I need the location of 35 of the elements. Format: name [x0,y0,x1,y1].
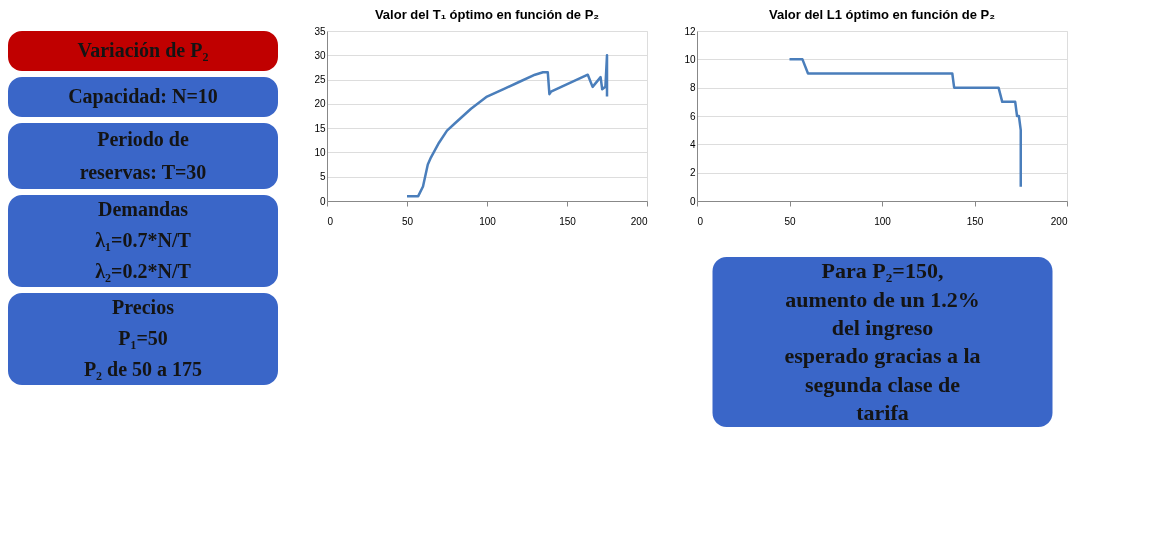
x-tick-label: 200 [630,215,648,227]
line-series [405,54,609,198]
y-tick-label: 35 [314,25,326,37]
line-series [788,58,1022,189]
text: Capacidad: N=10 [68,85,218,108]
x-tick-label: 0 [327,215,334,227]
x-tick-label: 50 [784,215,796,227]
y-tick-label: 8 [689,82,696,94]
y-tick-label: 20 [314,98,326,110]
x-tick-label: 100 [874,215,892,227]
text: Precios P₁=50 P₂ de 50 a 175 [83,296,203,380]
y-tick-label: 25 [314,74,326,86]
y-tick-label: 0 [689,195,696,207]
y-tick-label: 10 [314,146,326,158]
text: Demandas λ₁=0.7*N/T λ₂=0.2*N/T [95,198,192,282]
x-tick-label: 0 [697,215,704,227]
y-tick-label: 10 [684,53,696,65]
x-tick-label: 100 [479,215,497,227]
y-tick-label: 2 [689,167,696,179]
y-tick-label: 4 [689,138,696,150]
y-tick-label: 15 [314,122,326,134]
y-tick-label: 5 [319,171,326,183]
text: Para P₂=150, aumento de un 1.2% del ingreso esperado gracias a la segunda clase de tarifa [784,258,981,425]
text: Variación de P₂ [77,39,209,61]
y-tick-label: 0 [319,195,326,207]
y-tick-label: 30 [314,49,326,61]
chart-title: Valor del T₁ óptimo en función de P₂ [374,7,600,22]
x-tick-label: 150 [559,215,577,227]
x-tick-label: 50 [401,215,414,227]
y-tick-label: 12 [684,25,696,37]
x-tick-label: 150 [966,215,984,227]
y-tick-label: 6 [689,110,696,122]
text: Periodo de reservas: T=30 [79,127,207,183]
x-tick-label: 200 [1050,215,1068,227]
chart-title: Valor del L1 óptimo en función de P₂ [768,7,996,22]
